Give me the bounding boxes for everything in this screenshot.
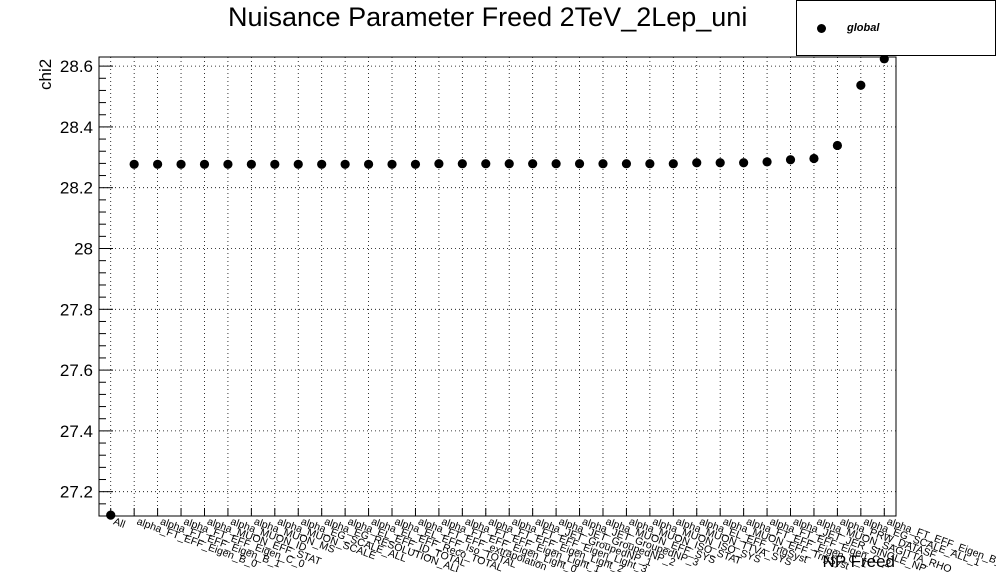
y-tick-label: 28.6	[60, 57, 93, 76]
data-point	[832, 140, 842, 151]
legend-label: global	[847, 22, 880, 34]
data-point	[739, 158, 749, 168]
y-tick-label: 27.2	[60, 483, 93, 502]
y-tick-label: 28.4	[60, 118, 93, 137]
data-point	[856, 80, 866, 90]
data-point	[457, 159, 467, 169]
data-point	[293, 159, 303, 169]
y-tick-label: 27.6	[60, 361, 93, 380]
y-tick-label: 27.8	[60, 300, 93, 319]
data-point	[317, 159, 327, 169]
data-points	[106, 54, 889, 520]
data-point	[809, 153, 819, 164]
data-point	[528, 159, 538, 169]
data-point	[434, 159, 444, 169]
data-point	[106, 510, 116, 520]
data-point	[199, 159, 210, 169]
data-point	[715, 158, 725, 168]
x-axis-title: NP Freed	[823, 552, 895, 571]
data-point	[340, 159, 350, 169]
legend: global	[796, 0, 996, 56]
data-point	[574, 159, 585, 169]
data-point	[692, 158, 702, 168]
data-point	[410, 159, 421, 169]
data-point	[879, 54, 889, 64]
data-point	[270, 159, 280, 169]
data-point	[387, 159, 397, 169]
data-point	[363, 159, 374, 169]
data-point	[504, 159, 514, 169]
data-point	[598, 159, 608, 169]
chart-title: Nuisance Parameter Freed 2TeV_2Lep_uni	[228, 2, 748, 32]
data-point	[762, 157, 772, 167]
data-point	[785, 155, 796, 165]
x-category-label: All	[112, 516, 127, 531]
data-point	[668, 159, 678, 169]
y-axis-title: chi2	[36, 59, 55, 90]
data-point	[621, 159, 632, 169]
data-point	[645, 159, 655, 169]
grid	[99, 57, 896, 516]
data-point	[129, 159, 139, 169]
data-point	[223, 159, 233, 169]
y-tick-label: 28.2	[60, 179, 93, 198]
data-point	[153, 159, 163, 169]
data-point	[246, 159, 256, 169]
plot-frame	[98, 56, 897, 517]
y-tick-label: 27.4	[60, 422, 93, 441]
y-tick-label: 28	[74, 240, 93, 259]
axes	[98, 56, 897, 517]
data-point	[176, 159, 186, 169]
data-point	[481, 159, 491, 169]
data-point	[551, 159, 561, 169]
legend-marker	[817, 24, 826, 33]
